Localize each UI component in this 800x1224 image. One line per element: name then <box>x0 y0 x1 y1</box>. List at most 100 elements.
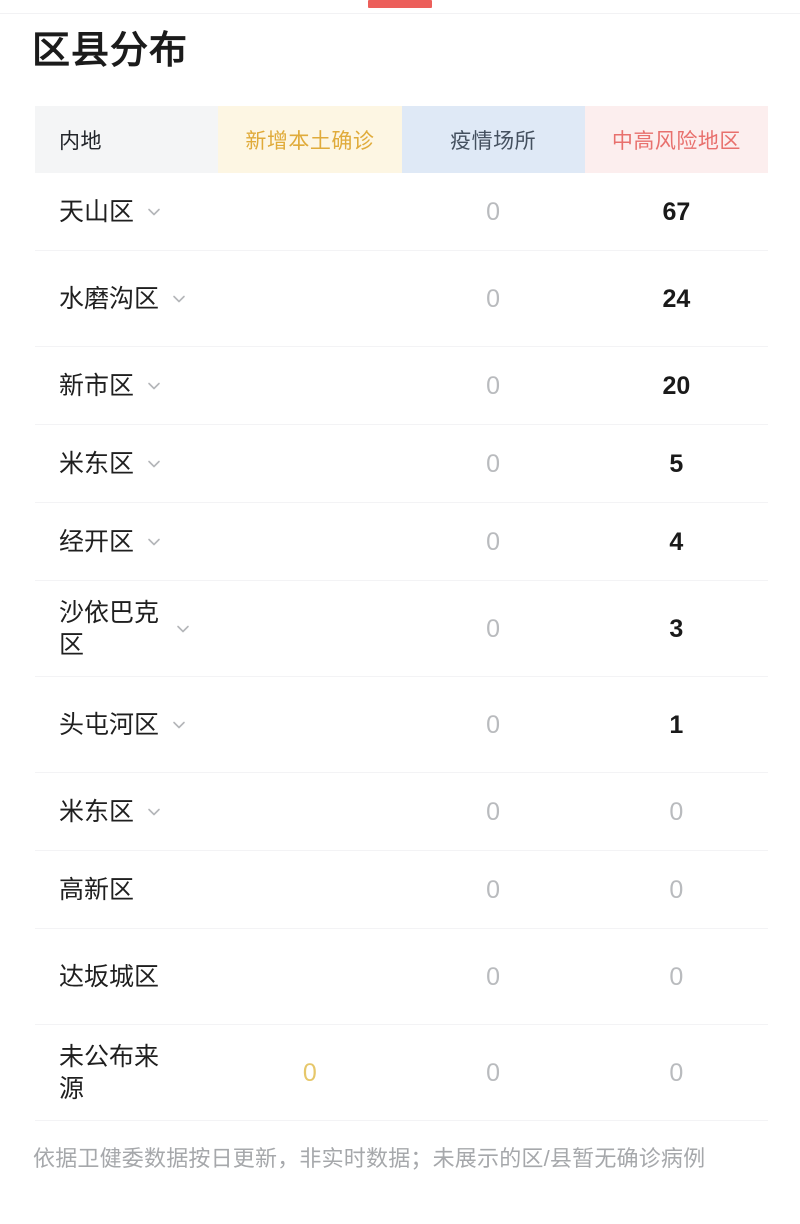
column-header-epidemic-sites[interactable]: 疫情场所 <box>401 106 585 173</box>
table-row[interactable]: 新市区 0 20 <box>35 347 768 425</box>
table-body: 天山区 0 67 水磨沟区 0 24 新市区 0 20 米东区 0 5 经开区 0 4 沙依巴克区 0 3 头屯河区… <box>35 173 768 1121</box>
chevron-down-icon[interactable] <box>169 715 189 735</box>
cell-epidemic-sites: 0 <box>402 283 585 315</box>
cell-region: 经开区 <box>35 526 218 558</box>
cell-risk-areas-value: 5 <box>669 449 684 478</box>
chevron-down-icon[interactable] <box>144 802 164 822</box>
district-distribution-table: 内地 新增本土确诊 疫情场所 中高风险地区 天山区 0 67 水磨沟区 0 24 新市区 0 2… <box>35 106 768 1121</box>
page-title: 区县分布 <box>32 30 189 72</box>
cell-epidemic-sites-value: 0 <box>486 197 501 226</box>
table-row[interactable]: 高新区 0 0 <box>35 851 768 929</box>
cell-epidemic-sites-value: 0 <box>486 1058 501 1087</box>
cell-risk-areas: 20 <box>585 370 768 402</box>
cell-epidemic-sites-value: 0 <box>486 614 501 643</box>
cell-region: 天山区 <box>35 196 218 228</box>
region-name: 水磨沟区 <box>59 284 160 313</box>
region-name: 新市区 <box>59 371 135 400</box>
region-name: 米东区 <box>59 449 135 478</box>
cell-region: 新市区 <box>35 370 218 402</box>
cell-region: 达坂城区 <box>35 961 218 993</box>
table-row[interactable]: 未公布来源 0 0 0 <box>35 1025 768 1121</box>
cell-epidemic-sites: 0 <box>402 961 585 993</box>
cell-region: 头屯河区 <box>35 709 218 741</box>
cell-epidemic-sites-value: 0 <box>486 284 501 313</box>
cell-epidemic-sites: 0 <box>402 370 585 402</box>
chevron-placeholder <box>144 880 164 900</box>
column-header-region[interactable]: 内地 <box>35 106 219 173</box>
cell-epidemic-sites-value: 0 <box>486 797 501 826</box>
cell-risk-areas-value: 24 <box>662 284 691 313</box>
cell-risk-areas: 67 <box>585 196 768 228</box>
table-row[interactable]: 天山区 0 67 <box>35 173 768 251</box>
cell-region: 未公布来源 <box>35 1041 218 1105</box>
cell-region: 水磨沟区 <box>35 283 218 315</box>
column-header-risk-areas[interactable]: 中高风险地区 <box>584 106 768 173</box>
active-tab-indicator[interactable] <box>368 0 432 8</box>
table-row[interactable]: 经开区 0 4 <box>35 503 768 581</box>
cell-epidemic-sites: 0 <box>402 709 585 741</box>
cell-epidemic-sites: 0 <box>402 196 585 228</box>
cell-risk-areas: 0 <box>585 874 768 906</box>
cell-epidemic-sites: 0 <box>402 613 585 645</box>
chevron-placeholder <box>169 967 189 987</box>
cell-risk-areas-value: 67 <box>662 197 691 226</box>
cell-new-confirmed-value: 0 <box>302 1058 317 1087</box>
region-name: 高新区 <box>59 875 135 904</box>
data-source-footnote: 依据卫健委数据按日更新，非实时数据；未展示的区/县暂无确诊病例 <box>33 1146 706 1171</box>
cell-epidemic-sites-value: 0 <box>486 875 501 904</box>
cell-risk-areas-value: 0 <box>669 962 684 991</box>
cell-risk-areas-value: 0 <box>669 1058 684 1087</box>
cell-epidemic-sites: 0 <box>402 874 585 906</box>
cell-region: 米东区 <box>35 448 218 480</box>
cell-epidemic-sites: 0 <box>402 1057 585 1089</box>
cell-region: 米东区 <box>35 796 218 828</box>
cell-epidemic-sites: 0 <box>402 526 585 558</box>
cell-risk-areas-value: 20 <box>662 371 691 400</box>
cell-region: 高新区 <box>35 874 218 906</box>
region-name: 天山区 <box>59 197 135 226</box>
chevron-placeholder <box>173 1063 193 1083</box>
region-name: 未公布来源 <box>59 1042 160 1103</box>
chevron-down-icon[interactable] <box>144 454 164 474</box>
cell-epidemic-sites: 0 <box>402 796 585 828</box>
cell-epidemic-sites-value: 0 <box>486 449 501 478</box>
top-tab-strip <box>0 0 800 14</box>
chevron-down-icon[interactable] <box>144 376 164 396</box>
cell-risk-areas: 0 <box>585 1057 768 1089</box>
cell-epidemic-sites-value: 0 <box>486 371 501 400</box>
chevron-down-icon[interactable] <box>173 619 193 639</box>
cell-risk-areas-value: 3 <box>669 614 684 643</box>
cell-risk-areas-value: 0 <box>669 875 684 904</box>
region-name: 达坂城区 <box>59 962 160 991</box>
region-name: 米东区 <box>59 797 135 826</box>
table-row[interactable]: 头屯河区 0 1 <box>35 677 768 773</box>
table-header-row: 内地 新增本土确诊 疫情场所 中高风险地区 <box>35 106 768 173</box>
cell-risk-areas-value: 1 <box>669 710 684 739</box>
cell-epidemic-sites-value: 0 <box>486 710 501 739</box>
chevron-down-icon[interactable] <box>169 289 189 309</box>
table-row[interactable]: 水磨沟区 0 24 <box>35 251 768 347</box>
cell-risk-areas: 0 <box>585 961 768 993</box>
cell-new-confirmed: 0 <box>218 1057 401 1089</box>
cell-region: 沙依巴克区 <box>35 597 218 661</box>
chevron-down-icon[interactable] <box>144 202 164 222</box>
cell-risk-areas: 5 <box>585 448 768 480</box>
table-row[interactable]: 米东区 0 5 <box>35 425 768 503</box>
chevron-down-icon[interactable] <box>144 532 164 552</box>
cell-risk-areas-value: 4 <box>669 527 684 556</box>
cell-epidemic-sites-value: 0 <box>486 962 501 991</box>
region-name: 沙依巴克区 <box>59 598 160 659</box>
column-header-new-confirmed[interactable]: 新增本土确诊 <box>218 106 402 173</box>
cell-risk-areas: 24 <box>585 283 768 315</box>
cell-epidemic-sites-value: 0 <box>486 527 501 556</box>
table-row[interactable]: 沙依巴克区 0 3 <box>35 581 768 677</box>
cell-risk-areas: 1 <box>585 709 768 741</box>
cell-risk-areas: 0 <box>585 796 768 828</box>
region-name: 头屯河区 <box>59 710 160 739</box>
cell-risk-areas-value: 0 <box>669 797 684 826</box>
region-name: 经开区 <box>59 527 135 556</box>
cell-risk-areas: 3 <box>585 613 768 645</box>
table-row[interactable]: 达坂城区 0 0 <box>35 929 768 1025</box>
table-row[interactable]: 米东区 0 0 <box>35 773 768 851</box>
cell-risk-areas: 4 <box>585 526 768 558</box>
